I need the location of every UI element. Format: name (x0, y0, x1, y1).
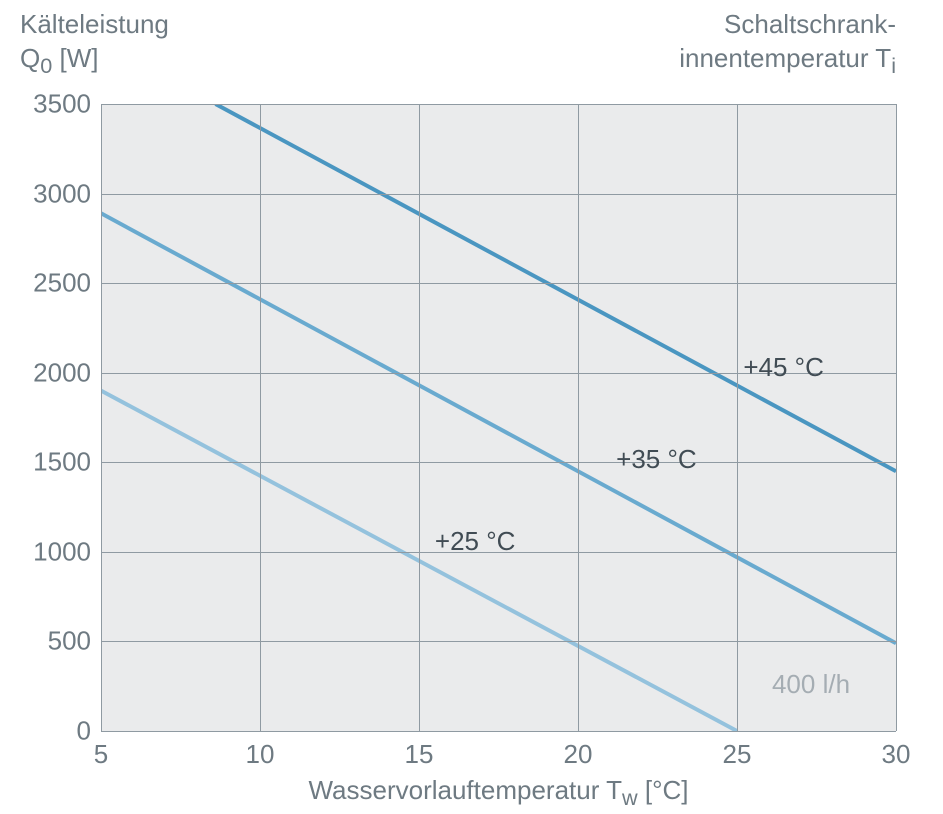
y-tick-label: 3500 (33, 89, 91, 120)
y-axis-title-line1: Kälteleistung (20, 9, 169, 39)
flow-rate-label: 400 l/h (772, 669, 850, 700)
grid-line-vertical (260, 104, 261, 731)
series-title: Schaltschrank- innentemperatur Ti (679, 8, 896, 80)
y-tick-label: 1000 (33, 536, 91, 567)
y-tick-label: 1500 (33, 447, 91, 478)
grid-line-horizontal (101, 194, 896, 195)
x-tick-label: 20 (564, 739, 593, 770)
grid-line-vertical (578, 104, 579, 731)
cooling-performance-chart: Kälteleistung Q0 [W] Schaltschrank- inne… (0, 0, 943, 814)
plot-area (101, 104, 896, 731)
grid-line-horizontal (101, 462, 896, 463)
grid-line-vertical (101, 104, 102, 731)
y-axis-title-symbol: Q (20, 43, 40, 73)
y-tick-label: 2500 (33, 268, 91, 299)
x-tick-label: 10 (246, 739, 275, 770)
y-axis-title: Kälteleistung Q0 [W] (20, 8, 169, 80)
x-tick-label: 30 (882, 739, 911, 770)
y-axis-title-sub: 0 (40, 53, 52, 78)
series-label: +45 °C (743, 352, 824, 383)
y-tick-label: 2000 (33, 357, 91, 388)
y-axis-title-unit: [W] (52, 43, 98, 73)
series-title-sub: i (891, 53, 896, 78)
y-tick-label: 500 (48, 626, 91, 657)
x-axis-title-suffix: [°C] (638, 775, 689, 805)
grid-line-horizontal (101, 283, 896, 284)
y-tick-label: 3000 (33, 178, 91, 209)
x-tick-label: 15 (405, 739, 434, 770)
y-tick-label: 0 (77, 716, 91, 747)
series-title-line1: Schaltschrank- (724, 9, 896, 39)
series-line (101, 213, 896, 643)
grid-line-horizontal (101, 641, 896, 642)
grid-line-vertical (737, 104, 738, 731)
x-tick-label: 5 (94, 739, 108, 770)
x-axis-title-sub: w (622, 785, 638, 810)
series-title-line2: innentemperatur T (679, 43, 891, 73)
series-line (215, 104, 896, 471)
x-axis-title-prefix: Wasservorlauftemperatur T (308, 775, 622, 805)
grid-line-horizontal (101, 104, 896, 105)
x-axis-title: Wasservorlauftemperatur Tw [°C] (101, 775, 896, 811)
series-label: +25 °C (435, 526, 516, 557)
grid-line-vertical (419, 104, 420, 731)
grid-line-vertical (896, 104, 897, 731)
grid-line-horizontal (101, 731, 896, 732)
chart-lines-svg (101, 104, 896, 731)
series-label: +35 °C (616, 444, 697, 475)
x-tick-label: 25 (723, 739, 752, 770)
